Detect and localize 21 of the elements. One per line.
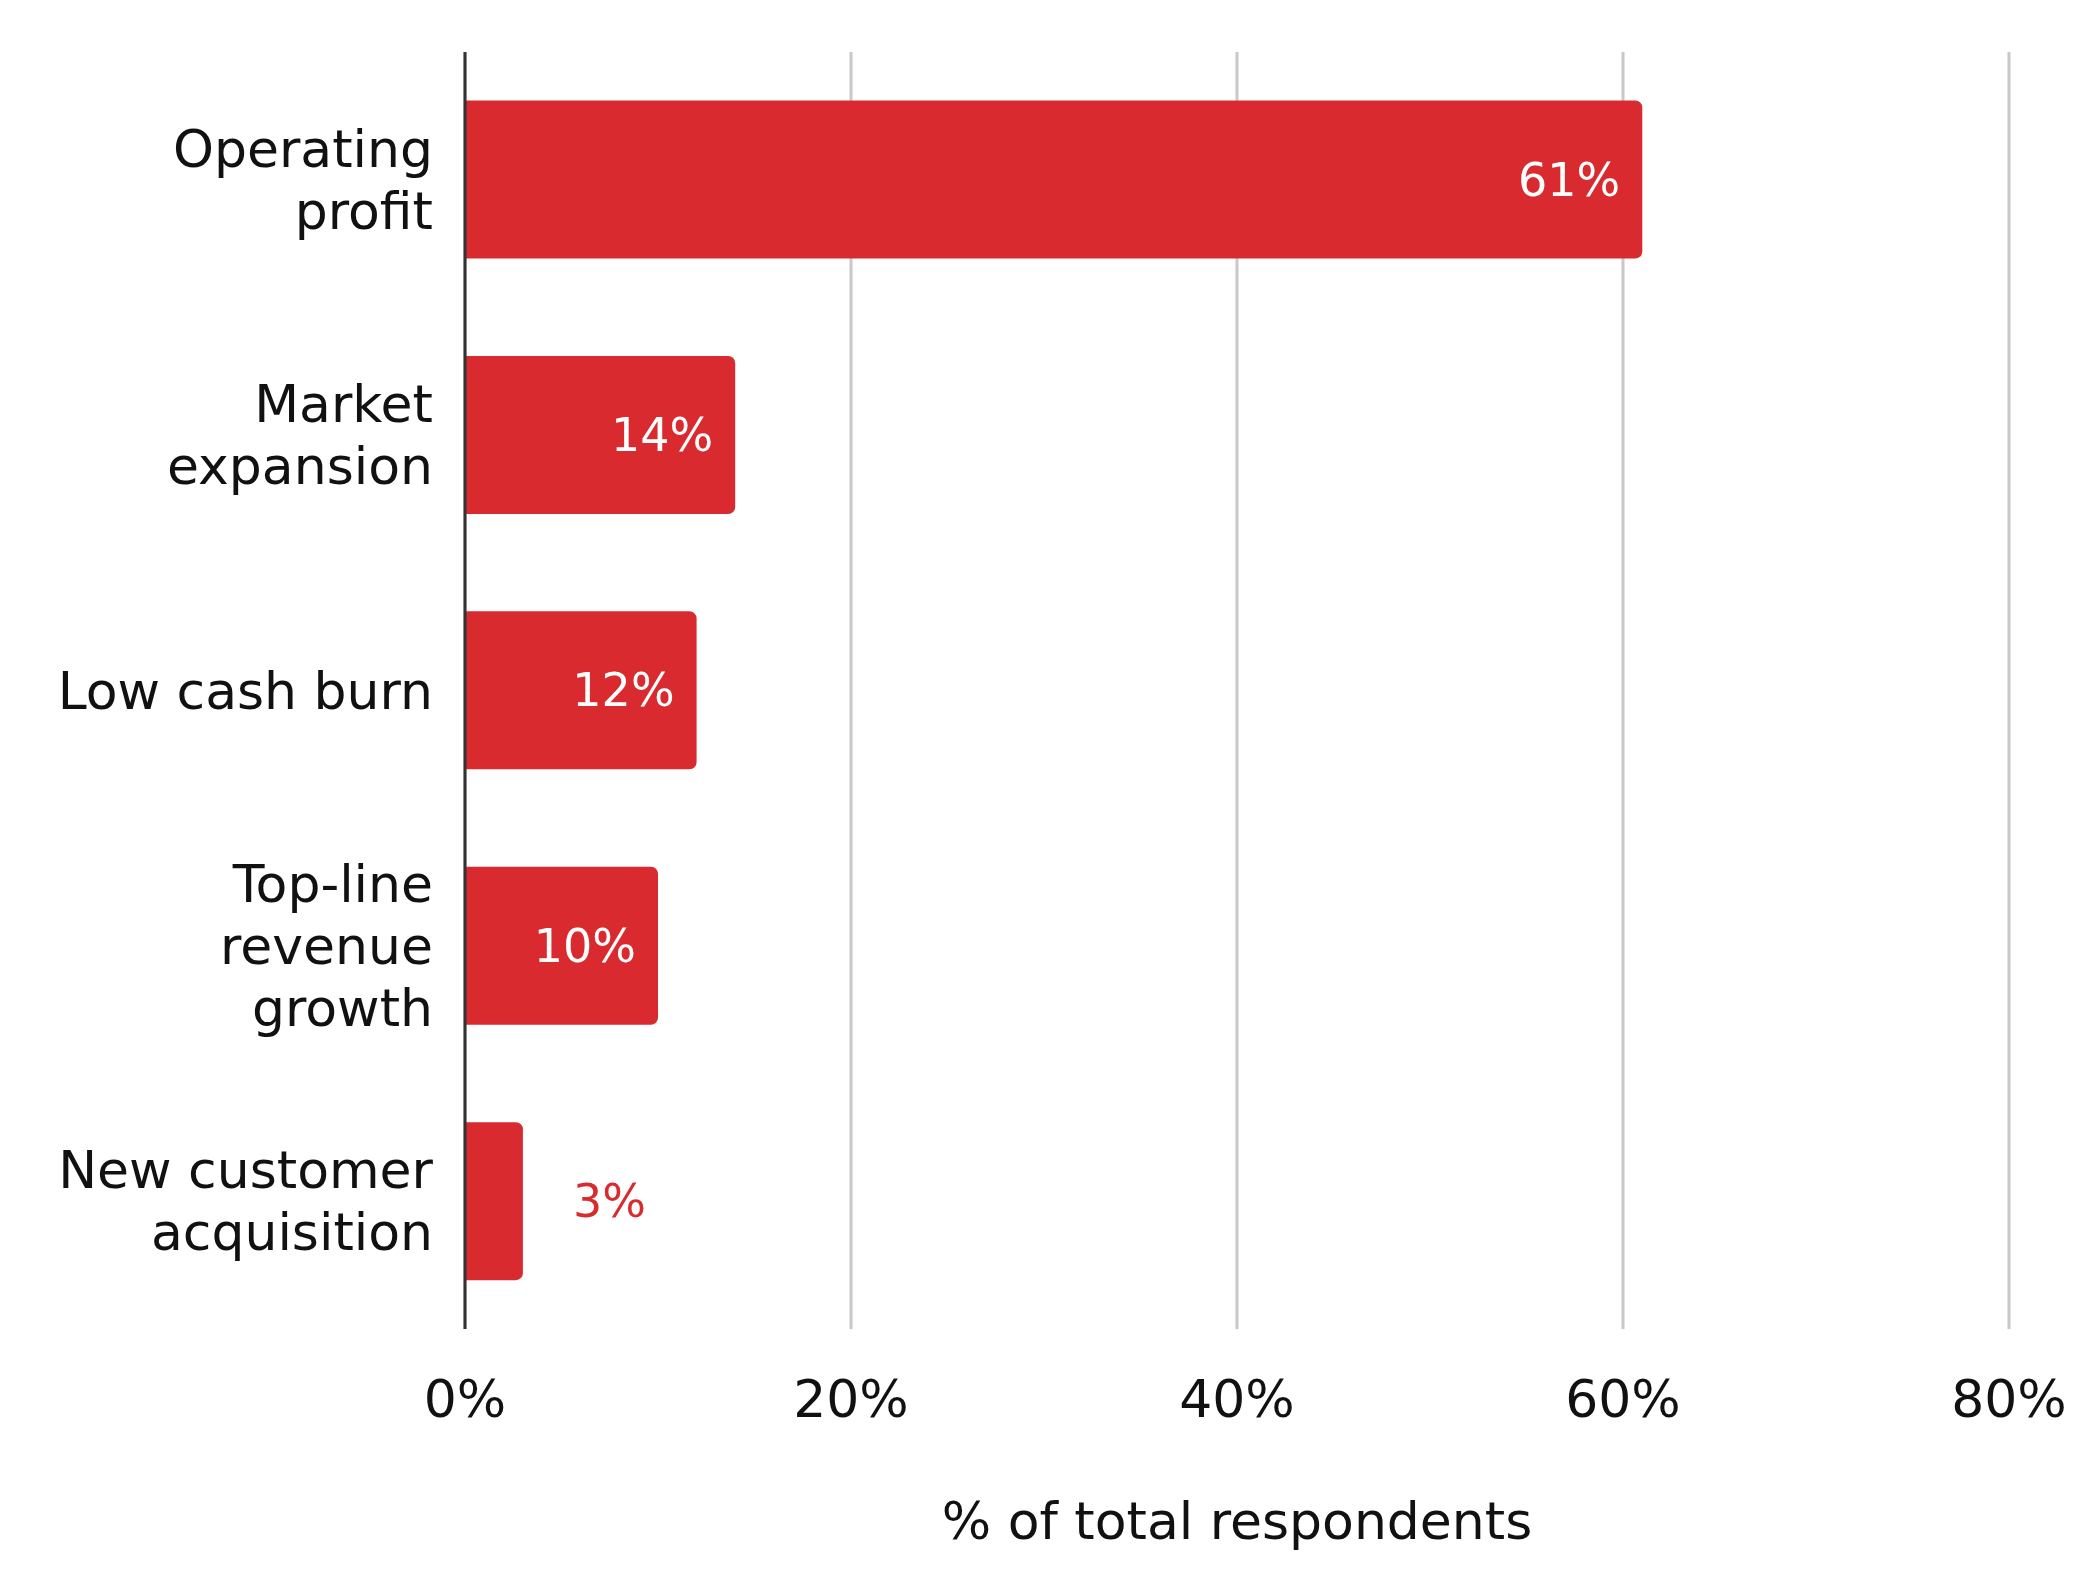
bar [465, 100, 1643, 259]
data-label: 10% [533, 918, 636, 973]
data-label: 14% [610, 407, 714, 462]
y-tick-label: Low cash burn [57, 660, 433, 721]
x-tick-label: 80% [1951, 1368, 2067, 1429]
bar [465, 1122, 523, 1281]
bar [465, 611, 697, 770]
data-label: 3% [572, 1174, 646, 1229]
y-tick-label: Operating profit [173, 118, 433, 241]
data-label: 12% [572, 663, 675, 718]
y-tick-label: Top-line revenue growth [220, 853, 433, 1038]
bar [465, 355, 736, 514]
x-tick-label: 0% [423, 1368, 507, 1429]
y-tick-label: Market expansion [167, 374, 433, 497]
x-tick-label: 20% [793, 1368, 909, 1429]
x-tick-label: 60% [1565, 1368, 1681, 1429]
x-axis-title: % of total respondents [941, 1491, 1533, 1551]
y-tick-label: New customer acquisition [58, 1140, 434, 1263]
bar [465, 866, 658, 1025]
x-tick-label: 40% [1179, 1368, 1295, 1429]
data-label: 61% [1518, 152, 1621, 207]
